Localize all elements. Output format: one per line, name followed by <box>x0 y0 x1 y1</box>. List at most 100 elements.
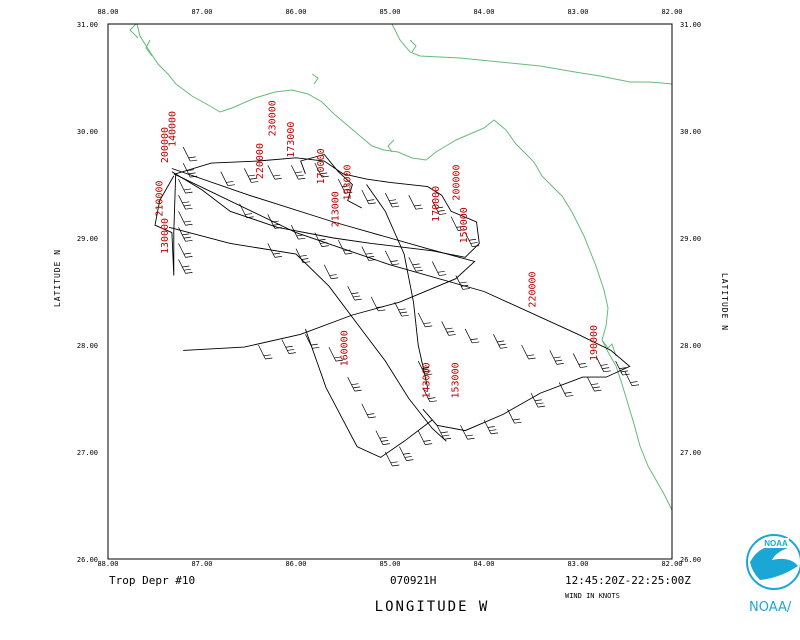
noaa-logo: NOAA NOAA/ <box>746 534 800 615</box>
y-axis-title-right: LATITUDE N <box>720 273 729 331</box>
lat-tick-left: 26.00 <box>77 556 98 564</box>
wind-barb <box>394 302 409 317</box>
wind-barb <box>314 162 329 178</box>
wind-barb <box>436 425 452 440</box>
mission-id: 070921H <box>390 574 436 587</box>
wind-barb <box>417 312 433 328</box>
wind-barb <box>384 250 400 266</box>
wind-barb <box>493 334 508 349</box>
track-segment <box>173 173 631 458</box>
coastline-lake <box>311 73 319 85</box>
wind-barb <box>178 243 193 258</box>
time-label: 140000 <box>168 111 179 147</box>
lat-tick-left: 29.00 <box>77 235 98 243</box>
lat-tick-right: 26.00 <box>680 556 701 564</box>
wind-barb <box>239 203 254 219</box>
time-label: 210000 <box>155 180 166 216</box>
track-segment <box>154 157 480 276</box>
wind-barb <box>267 165 282 180</box>
lat-tick-right: 29.00 <box>680 235 701 243</box>
wind-barb <box>178 195 193 210</box>
wind-barb <box>596 357 611 373</box>
lon-tick-top: 87.00 <box>191 8 212 16</box>
lon-tick-bottom: 86.00 <box>285 560 306 568</box>
lon-tick-top: 85.00 <box>379 8 400 16</box>
lon-tick-bottom: 84.00 <box>473 560 494 568</box>
wind-barb <box>323 264 339 280</box>
coastline-north-branch <box>391 23 673 85</box>
wind-barb <box>290 225 306 240</box>
wind-barb <box>417 360 433 376</box>
time-label: 170000 <box>431 186 442 222</box>
time-label: 200000 <box>452 164 463 200</box>
wind-barb <box>220 171 235 187</box>
lat-tick-left: 30.00 <box>77 128 98 136</box>
wind-barb <box>295 248 311 264</box>
wind-barb <box>530 392 546 408</box>
wind-barb <box>384 192 400 208</box>
wind-barb <box>507 409 522 424</box>
lon-tick-bottom: 85.00 <box>379 560 400 568</box>
wind-barb <box>422 387 437 403</box>
wind-barb <box>305 334 320 349</box>
lon-tick-top: 82.00 <box>661 8 682 16</box>
time-label: 170000 <box>316 148 327 184</box>
wind-barb <box>182 162 198 178</box>
lon-tick-top: 88.00 <box>97 8 118 16</box>
wind-barb <box>464 328 480 344</box>
lat-tick-right: 31.00 <box>680 21 701 29</box>
gulf-coastline <box>129 23 673 511</box>
noaa-logo-badge <box>763 538 789 548</box>
wind-barb <box>258 344 273 360</box>
lat-tick-right: 28.00 <box>680 342 701 350</box>
time-label: 173000 <box>286 122 297 158</box>
wind-barb <box>558 382 574 397</box>
wind-units-note: WIND IN KNOTS <box>565 592 620 600</box>
wind-barb <box>337 239 353 255</box>
time-label: 200000 <box>160 127 171 163</box>
time-label: 143000 <box>421 362 432 398</box>
wind-barb <box>624 371 640 387</box>
wind-barbs <box>178 146 640 467</box>
wind-barb <box>375 430 390 445</box>
wind-barb <box>521 344 536 360</box>
wind-barb <box>431 200 447 215</box>
wind-barb <box>328 346 343 362</box>
wind-barb <box>615 360 630 376</box>
bottom-longitude-ticks: 88.00 87.00 86.00 85.00 84.00 83.00 82.00 <box>97 560 682 568</box>
map-frame <box>107 23 673 560</box>
noaa-logo-badge-text: NOAA <box>764 539 788 548</box>
time-label: 190000 <box>589 325 600 361</box>
wind-barb <box>178 178 193 194</box>
top-longitude-ticks: 88.00 87.00 86.00 85.00 84.00 83.00 82.00 <box>97 8 682 16</box>
storm-name: Trop Depr #10 <box>109 574 195 587</box>
coastline-inlet-2 <box>387 39 417 153</box>
wind-barb <box>587 376 602 392</box>
wind-barb <box>431 261 447 276</box>
wind-barb <box>455 275 470 290</box>
coastline-inlet-1 <box>129 23 153 57</box>
time-label: 150000 <box>459 207 470 243</box>
y-axis-title-left: LATITUDE N <box>53 249 62 307</box>
wind-barb <box>408 195 423 210</box>
wind-barb <box>178 227 193 242</box>
track-segment <box>168 226 447 442</box>
lat-tick-left: 27.00 <box>77 449 98 457</box>
wind-barb <box>370 296 386 312</box>
wind-barb <box>182 146 198 162</box>
noaa-logo-bird <box>750 545 798 580</box>
lat-tick-right: 30.00 <box>680 128 701 136</box>
lat-tick-left: 28.00 <box>77 342 98 350</box>
wind-barb <box>361 246 376 261</box>
lon-tick-bottom: 87.00 <box>191 560 212 568</box>
wind-barb <box>384 451 400 467</box>
wind-barb <box>347 285 362 301</box>
track-segment <box>366 184 429 388</box>
wind-barb <box>361 189 376 205</box>
wind-barb <box>267 243 282 258</box>
wind-barb <box>290 165 306 180</box>
wind-barb <box>267 214 282 229</box>
time-label: 193000 <box>343 164 354 200</box>
lon-tick-top: 86.00 <box>285 8 306 16</box>
